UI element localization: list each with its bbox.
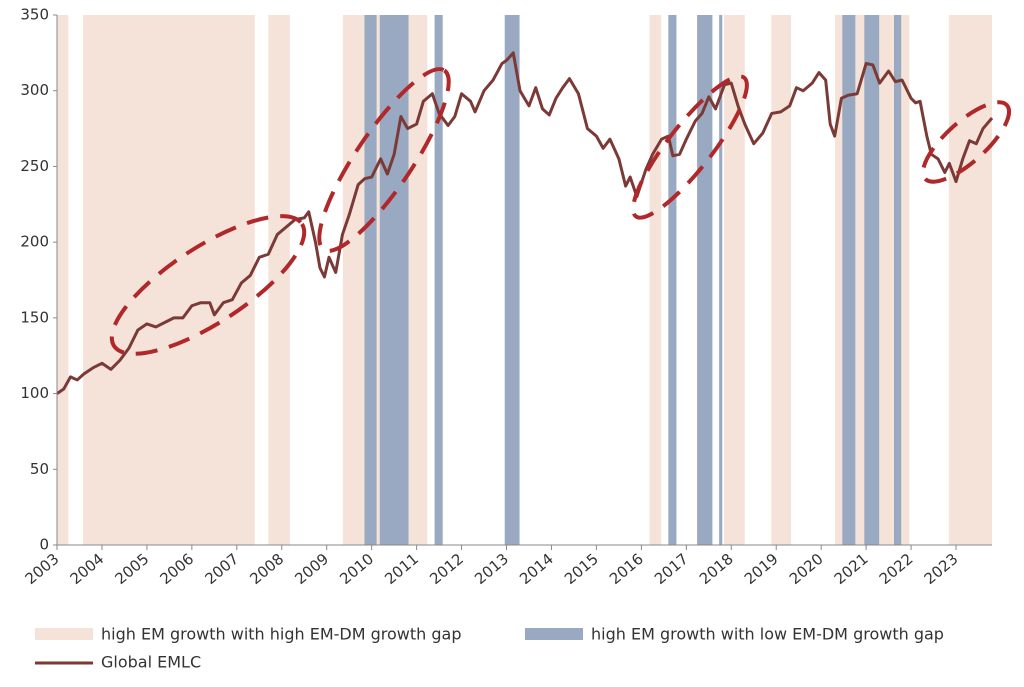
band — [842, 15, 856, 545]
y-tick-label: 250 — [20, 157, 49, 175]
x-tick-label: 2012 — [426, 550, 467, 588]
annotation-ellipse — [920, 100, 1012, 184]
x-tick-label: 2021 — [831, 550, 872, 588]
line — [56, 51, 994, 395]
x-tick-label: 2008 — [246, 550, 287, 588]
band — [504, 15, 520, 545]
x-tick-label: 2014 — [516, 550, 557, 588]
x-tick-label: 2009 — [291, 550, 332, 588]
x-tick-label: 2022 — [876, 550, 917, 588]
band — [83, 15, 255, 545]
band — [434, 15, 443, 545]
legend-label: high EM growth with low EM-DM growth gap — [591, 625, 944, 644]
y-tick-label: 200 — [20, 233, 49, 251]
band — [379, 15, 409, 545]
band — [668, 15, 677, 545]
x-tick-label: 2013 — [471, 550, 512, 588]
legend-label: high EM growth with high EM-DM growth ga… — [101, 625, 462, 644]
x-tick-label: 2017 — [651, 550, 692, 588]
x-tick-label: 2018 — [696, 550, 737, 588]
x-tick-label: 2005 — [112, 550, 153, 588]
x-tick-label: 2015 — [561, 550, 602, 588]
y-tick-label: 150 — [20, 308, 49, 326]
y-tick-label: 350 — [20, 6, 49, 24]
x-tick-label: 2011 — [381, 550, 422, 588]
band — [894, 15, 902, 545]
y-tick-label: 0 — [39, 536, 49, 554]
band — [724, 15, 745, 545]
legend-label: Global EMLC — [101, 653, 201, 672]
annotation-ellipse — [109, 214, 307, 356]
x-tick-label: 2007 — [201, 550, 242, 588]
y-tick-label: 100 — [20, 384, 49, 402]
x-tick-label: 2003 — [22, 550, 63, 588]
x-tick-label: 2010 — [336, 550, 377, 588]
band — [697, 15, 713, 545]
band — [649, 15, 662, 545]
band — [719, 15, 723, 545]
x-tick-label: 2004 — [67, 550, 108, 588]
band — [864, 15, 880, 545]
x-tick-label: 2016 — [606, 550, 647, 588]
band — [364, 15, 377, 545]
x-tick-label: 2023 — [921, 550, 962, 588]
x-tick-label: 2020 — [786, 550, 827, 588]
band — [268, 15, 290, 545]
legend-swatch — [525, 628, 583, 640]
band — [771, 15, 792, 545]
legend-swatch — [35, 628, 93, 640]
y-tick-label: 300 — [20, 81, 49, 99]
band — [948, 15, 992, 545]
y-tick-label: 50 — [30, 460, 49, 478]
annotation-ellipse — [631, 74, 749, 220]
x-tick-label: 2006 — [156, 550, 197, 588]
band — [57, 15, 69, 545]
x-tick-label: 2019 — [741, 550, 782, 588]
